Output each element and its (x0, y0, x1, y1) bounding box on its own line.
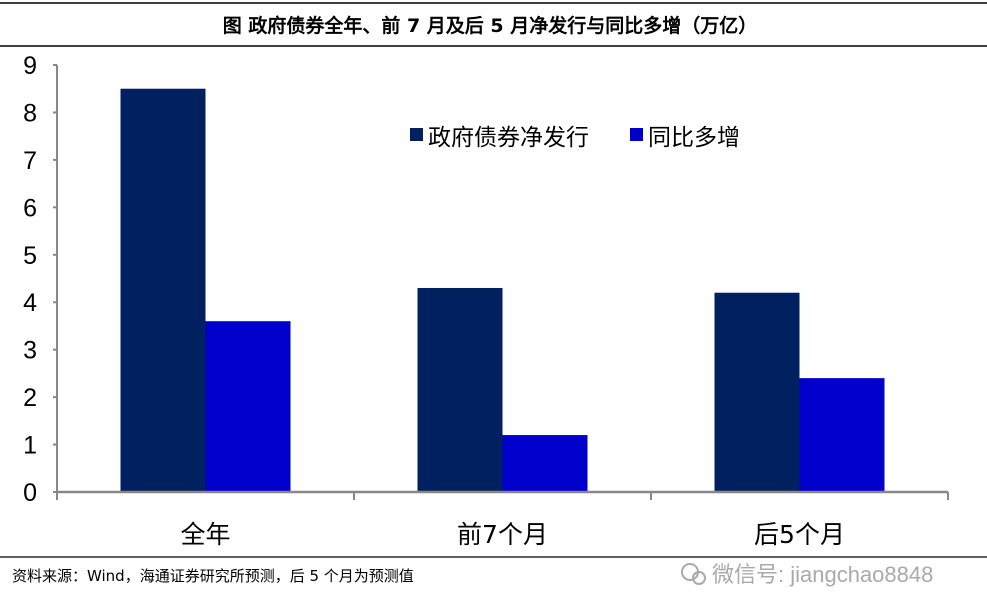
bar-2-1 (205, 321, 291, 492)
legend-label-1: 政府债券净发行 (428, 125, 589, 151)
y-tick-label: 9 (23, 52, 37, 80)
bar-1-2 (417, 287, 503, 492)
legend-swatch-2 (630, 128, 643, 141)
legend: 政府债券净发行 同比多增 (410, 125, 740, 151)
bar-1-3 (714, 292, 800, 492)
source-note: 资料来源：Wind，海通证券研究所预测，后 5 个月为预测值 (12, 567, 414, 585)
y-tick-label: 3 (23, 337, 37, 365)
y-tick-label: 8 (23, 99, 37, 127)
chart-title: 图 政府债券全年、前 7 月及后 5 月净发行与同比多增（万亿） (223, 14, 758, 37)
bar-2-3 (799, 378, 885, 492)
bar-2-2 (502, 435, 588, 492)
bar-1-1 (120, 88, 206, 492)
legend-label-2: 同比多增 (648, 125, 740, 151)
y-tick-label: 2 (23, 384, 37, 412)
watermark: 微信号: jiangchao8848 (712, 562, 933, 587)
y-tick-label: 6 (23, 194, 37, 222)
x-tick-label: 全年 (180, 520, 230, 549)
wechat-icon (681, 563, 706, 585)
y-tick-label: 1 (23, 432, 37, 460)
y-tick-label: 7 (23, 147, 37, 175)
x-tick-label: 前7个月 (457, 520, 548, 549)
legend-swatch-1 (410, 128, 423, 141)
y-tick-label: 0 (23, 479, 37, 507)
y-tick-label: 5 (23, 242, 37, 270)
y-tick-label: 4 (23, 289, 37, 317)
x-tick-label: 后5个月 (754, 520, 845, 549)
